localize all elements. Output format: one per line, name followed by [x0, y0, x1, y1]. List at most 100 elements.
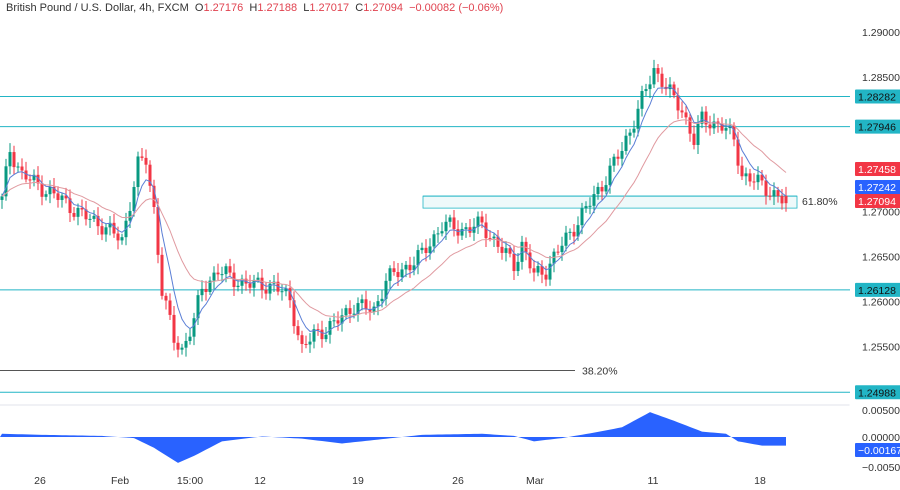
candle-body [8, 152, 12, 167]
candle [632, 120, 636, 138]
candle [556, 244, 560, 256]
candle [176, 336, 180, 358]
candle [44, 190, 48, 201]
candle-body [292, 300, 296, 327]
candle [464, 223, 468, 238]
level-price-badge-bg [855, 385, 900, 400]
candle-body [24, 170, 28, 180]
oscillator-tick-label: −0.00500 [862, 462, 900, 474]
candle-body [600, 186, 604, 192]
candle [304, 335, 308, 349]
candle [448, 214, 452, 228]
candle-body [640, 91, 644, 109]
candle-body [184, 340, 188, 348]
candle-body [12, 152, 16, 168]
change-value: −0.00082 (−0.06%) [409, 2, 504, 14]
candle-body [708, 124, 712, 129]
candle [468, 218, 472, 238]
candle [340, 308, 344, 332]
candle-body [752, 181, 756, 183]
candle [376, 295, 380, 316]
candle-body [528, 252, 532, 269]
candle-body [288, 288, 292, 301]
candle [648, 75, 652, 99]
candle-body [92, 215, 96, 219]
candle-body [120, 237, 124, 241]
candle [108, 215, 112, 236]
candle-body [700, 111, 704, 124]
candle [536, 261, 540, 277]
candle-body [368, 309, 372, 312]
candle [756, 166, 760, 190]
candle [664, 77, 668, 96]
level-price-badge-bg [855, 119, 900, 134]
candle-body [332, 320, 336, 322]
candle [524, 237, 528, 261]
x-tick-label: 19 [352, 475, 364, 487]
candle [284, 285, 288, 297]
high-label: H [249, 2, 258, 14]
level-price-badge-text: 1.28282 [858, 91, 896, 103]
candle-body [688, 117, 692, 134]
candle-body [732, 125, 736, 140]
candle [292, 291, 296, 334]
candle-body [196, 295, 200, 319]
candle [708, 115, 712, 136]
candle [360, 294, 364, 311]
candle-body [172, 314, 176, 343]
oscillator-area [0, 412, 786, 463]
candle [240, 274, 244, 294]
candle [560, 236, 564, 261]
candle [476, 211, 480, 234]
candle [76, 203, 80, 226]
candle [436, 226, 440, 243]
candle [20, 158, 24, 180]
candle [548, 255, 552, 286]
candle [344, 304, 348, 320]
candle-body [304, 343, 308, 345]
candle-body [692, 133, 696, 145]
level-price-badge: 1.28282 [855, 89, 900, 103]
price-badge-bg [855, 180, 900, 194]
candle [696, 115, 700, 154]
candle-body [628, 132, 632, 136]
candle-body [624, 135, 628, 151]
candle [688, 113, 692, 142]
candle-body [604, 185, 608, 192]
y-tick-label: 1.29000 [862, 27, 900, 39]
level-price-badge: 1.27946 [855, 119, 900, 134]
candle-body [736, 139, 740, 166]
y-tick-label: 1.26000 [862, 296, 900, 308]
candle [64, 187, 68, 204]
candle [204, 280, 208, 301]
candle-body [744, 173, 748, 177]
candle [512, 246, 516, 280]
candle [540, 260, 544, 284]
candle [504, 241, 508, 262]
candle [308, 333, 312, 353]
candle [212, 266, 216, 290]
candle-body [588, 205, 592, 207]
candle-body [68, 198, 72, 214]
candle-body [28, 179, 32, 181]
candle [484, 213, 488, 247]
candle-body [236, 285, 240, 288]
candle [692, 125, 696, 150]
level-price-badge-bg [855, 89, 900, 104]
candle-body [532, 268, 536, 273]
candle-body [504, 248, 508, 253]
candle-body [248, 283, 252, 288]
candle-body [780, 195, 784, 204]
candle [416, 244, 420, 275]
candle [92, 210, 96, 222]
candle-body [492, 236, 496, 239]
candle-body [256, 277, 260, 280]
level-price-badge-text: 1.27946 [858, 122, 896, 134]
candle-body [112, 222, 116, 234]
candle [24, 161, 28, 183]
candle-body [728, 125, 732, 129]
candle-body [464, 227, 468, 229]
candle [80, 199, 84, 217]
candle [368, 300, 372, 321]
